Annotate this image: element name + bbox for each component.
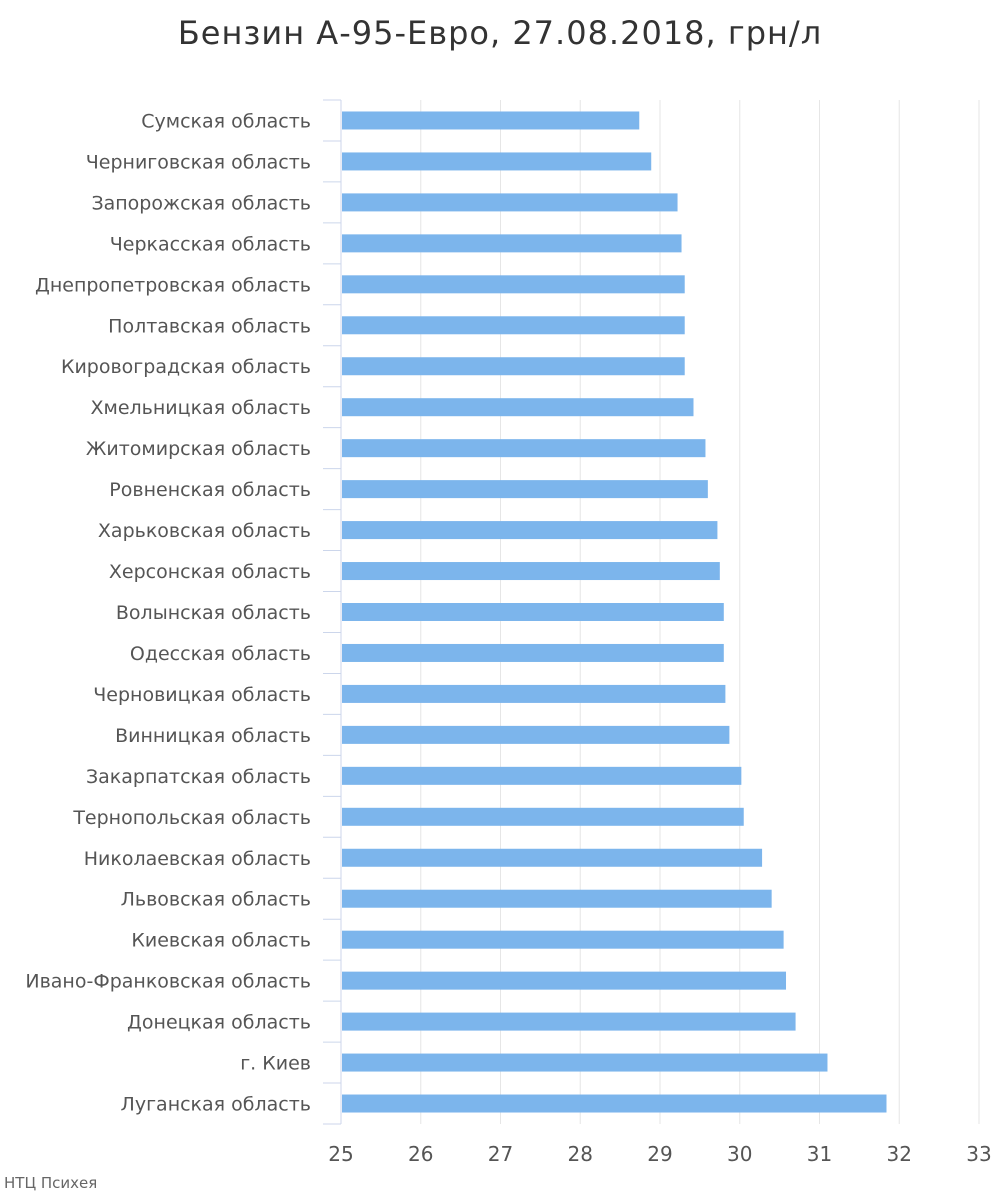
category-label-16: Закарпатская область	[86, 766, 311, 788]
bar-5	[342, 316, 685, 335]
credit-text: НТЦ Психея	[4, 1174, 98, 1192]
category-label-24: Луганская область	[121, 1094, 311, 1116]
bar-1	[342, 152, 652, 171]
category-label-4: Днепропетровская область	[35, 274, 311, 296]
bar-13	[342, 643, 724, 662]
category-label-22: Донецкая область	[127, 1012, 311, 1034]
category-label-23: г. Киев	[240, 1053, 311, 1075]
bar-20	[342, 930, 784, 949]
bar-3	[342, 234, 682, 253]
category-label-10: Харьковская область	[98, 520, 311, 542]
category-label-6: Кировоградская область	[61, 356, 311, 378]
category-label-8: Житомирская область	[86, 438, 311, 460]
category-label-9: Ровненская область	[109, 479, 311, 501]
category-label-1: Черниговская область	[86, 151, 311, 173]
bar-14	[342, 684, 726, 703]
bar-9	[342, 480, 708, 499]
category-axis	[323, 99, 342, 1125]
category-label-2: Запорожская область	[91, 192, 311, 214]
bar-8	[342, 439, 706, 458]
category-label-14: Черновицкая область	[93, 684, 311, 706]
x-tick-label-25: 25	[328, 1142, 353, 1166]
bar-2	[342, 193, 678, 212]
category-label-0: Сумская область	[141, 110, 311, 132]
x-tick-label-27: 27	[488, 1142, 513, 1166]
x-tick-label-29: 29	[647, 1142, 672, 1166]
category-label-5: Полтавская область	[108, 315, 311, 337]
category-label-17: Тернопольская область	[72, 807, 311, 829]
bar-10	[342, 521, 718, 540]
category-label-12: Волынская область	[116, 602, 311, 624]
x-tick-label-33: 33	[966, 1142, 991, 1166]
x-axis-tick-labels: 25 26 27 28 29 30 31 32 33	[328, 1142, 991, 1166]
bar-22	[342, 1012, 796, 1031]
category-label-21: Ивано-Франковская область	[25, 971, 311, 993]
category-label-7: Хмельницкая область	[90, 397, 311, 419]
bar-0	[342, 111, 640, 130]
bars	[342, 111, 887, 1113]
category-label-19: Львовская область	[121, 889, 311, 911]
bar-16	[342, 766, 742, 785]
x-tick-label-28: 28	[568, 1142, 593, 1166]
bar-4	[342, 275, 685, 294]
x-tick-label-31: 31	[807, 1142, 832, 1166]
bar-17	[342, 807, 744, 826]
category-label-3: Черкасская область	[110, 233, 311, 255]
category-label-11: Херсонская область	[109, 561, 311, 583]
bar-24	[342, 1094, 887, 1113]
category-label-15: Винницкая область	[115, 725, 311, 747]
category-label-13: Одесская область	[130, 643, 311, 665]
category-label-20: Киевская область	[131, 930, 311, 952]
category-labels: Сумская область Черниговская область Запор…	[25, 110, 311, 1115]
bar-7	[342, 398, 694, 417]
bar-19	[342, 889, 772, 908]
bar-15	[342, 725, 730, 744]
bar-12	[342, 603, 724, 621]
bar-6	[342, 357, 685, 376]
x-tick-label-32: 32	[887, 1142, 912, 1166]
bar-23	[342, 1053, 828, 1072]
x-tick-label-26: 26	[408, 1142, 433, 1166]
category-label-18: Николаевская область	[84, 848, 311, 870]
chart-title: Бензин А-95-Евро, 27.08.2018, грн/л	[177, 14, 823, 52]
bar-11	[342, 562, 720, 581]
bar-21	[342, 971, 787, 990]
bar-18	[342, 848, 763, 867]
x-tick-label-30: 30	[727, 1142, 752, 1166]
